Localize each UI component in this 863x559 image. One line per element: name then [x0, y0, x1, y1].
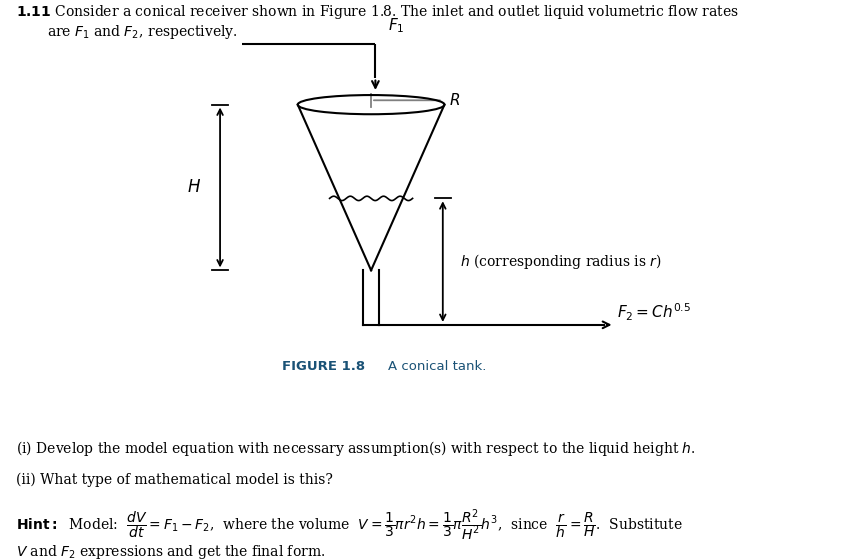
Text: (ii) What type of mathematical model is this?: (ii) What type of mathematical model is … [16, 472, 332, 487]
Text: (i) Develop the model equation with necessary assumption(s) with respect to the : (i) Develop the model equation with nece… [16, 439, 696, 458]
Text: $V$ and $F_2$ expressions and get the final form.: $V$ and $F_2$ expressions and get the fi… [16, 543, 324, 559]
Text: are $F_1$ and $F_2$, respectively.: are $F_1$ and $F_2$, respectively. [47, 23, 238, 41]
Text: $\mathbf{1.11}$ Consider a conical receiver shown in Figure 1.8. The inlet and o: $\mathbf{1.11}$ Consider a conical recei… [16, 3, 739, 21]
Text: $h$ (corresponding radius is $r$): $h$ (corresponding radius is $r$) [460, 252, 662, 271]
Text: $F_2 = Ch^{0.5}$: $F_2 = Ch^{0.5}$ [617, 301, 691, 323]
Text: $F_1$: $F_1$ [388, 16, 405, 35]
Text: A conical tank.: A conical tank. [388, 360, 487, 373]
Text: $\mathbf{Hint:}$  Model:  $\dfrac{dV}{dt} = F_1 - F_2$,  where the volume  $V = : $\mathbf{Hint:}$ Model: $\dfrac{dV}{dt} … [16, 507, 683, 543]
Text: $H$: $H$ [187, 179, 201, 196]
Text: FIGURE 1.8: FIGURE 1.8 [282, 360, 365, 373]
Text: $R$: $R$ [449, 92, 460, 108]
